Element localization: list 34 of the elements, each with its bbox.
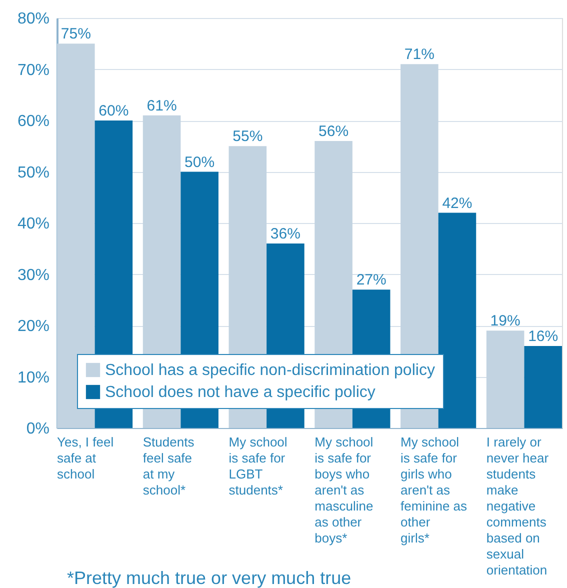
y-tick-label: 70% bbox=[17, 62, 50, 79]
text: *Pretty much true or very much true bbox=[67, 568, 352, 588]
y-tick-label: 0% bbox=[26, 420, 50, 438]
bar bbox=[486, 330, 524, 428]
data-label: 19% bbox=[490, 312, 520, 330]
x-tick-label: My school is safe for girls who aren't as feminine as other girls* bbox=[400, 434, 468, 546]
y-tick-label: 20% bbox=[17, 318, 50, 335]
x-tick-label: My school is safe for LGBT students* bbox=[228, 434, 288, 498]
data-label: 71% bbox=[404, 46, 434, 64]
bar bbox=[438, 212, 476, 428]
data-label: 55% bbox=[232, 128, 263, 146]
y-tick-label: 40% bbox=[17, 216, 50, 232]
data-label: 61% bbox=[146, 97, 177, 114]
x-tick-label: Yes, I feel safe at school bbox=[57, 434, 114, 482]
data-label: 27% bbox=[356, 272, 386, 289]
x-tick-label: Students feel safe at my school* bbox=[142, 434, 195, 498]
y-tick-label: 10% bbox=[17, 369, 50, 386]
data-label: 42% bbox=[442, 194, 472, 212]
bar bbox=[57, 44, 95, 428]
data-label: 75% bbox=[60, 26, 91, 43]
data-label: 36% bbox=[270, 226, 300, 242]
category-label: I rarely or never hear students make negative comments based on sexual orientation bbox=[486, 434, 549, 578]
y-tick-label: 30% bbox=[17, 266, 50, 284]
legend-label: School does not have a specific policy bbox=[105, 384, 376, 401]
y-tick-label: 60% bbox=[17, 113, 50, 130]
y-tick-label: 80% bbox=[17, 10, 50, 28]
data-label: 56% bbox=[318, 123, 349, 140]
x-tick-label: My school is safe for boys who aren't as masculine as other boys* bbox=[314, 434, 374, 546]
data-label: 50% bbox=[184, 154, 215, 171]
y-tick-label: 50% bbox=[17, 164, 50, 182]
bar bbox=[524, 346, 562, 428]
data-label: 60% bbox=[98, 102, 129, 120]
data-label: 16% bbox=[528, 328, 558, 345]
legend-label: School has a specific non-discrimination policy bbox=[105, 362, 435, 379]
